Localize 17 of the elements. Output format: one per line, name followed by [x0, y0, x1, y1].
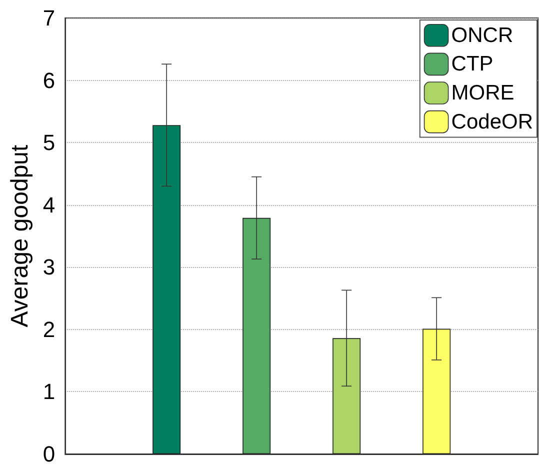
legend-label: CTP	[451, 52, 494, 76]
legend-label: MORE	[451, 82, 514, 104]
y-tick-label: 1	[42, 379, 56, 404]
bar	[152, 125, 181, 454]
y-tick-label: 2	[42, 316, 56, 342]
y-axis-title: Average goodput	[6, 144, 34, 328]
y-tick-label: 5	[42, 130, 56, 156]
y-tick-label: 7	[42, 6, 56, 30]
y-tick-label: 6	[42, 68, 56, 93]
y-tick-label: 4	[42, 192, 56, 218]
bar	[242, 218, 271, 454]
bar	[422, 328, 451, 454]
bar	[332, 338, 361, 454]
legend-label: CodeOR	[451, 110, 533, 134]
y-tick-label: 0	[42, 442, 56, 465]
y-tick-label: 3	[42, 254, 56, 280]
legend-label: ONCR	[451, 24, 514, 47]
